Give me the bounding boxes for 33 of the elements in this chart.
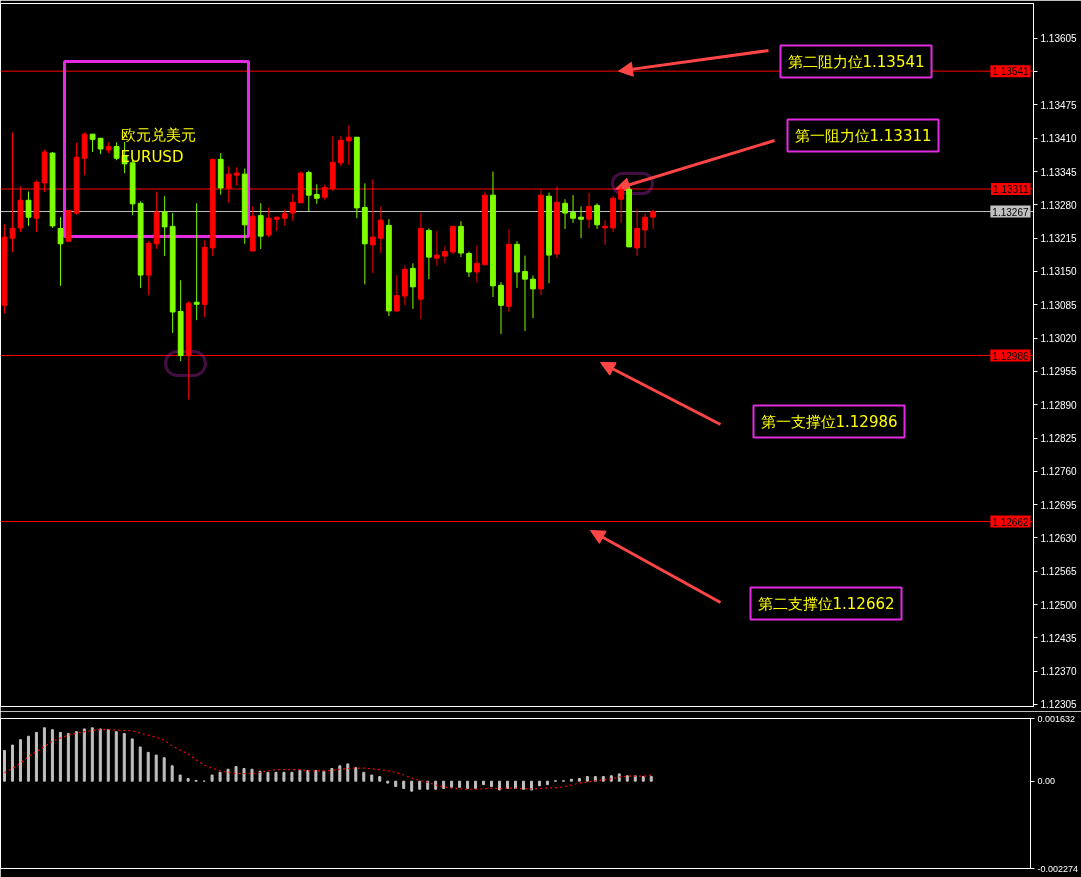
y-tick-label: 1.13085 [1040, 299, 1078, 311]
y-tick-label: 1.12890 [1040, 399, 1078, 411]
y-tick-label: 1.12565 [1040, 566, 1078, 578]
ref-line-label: 1.12662 [992, 516, 1029, 528]
ref-line-label: 1.13267 [992, 206, 1029, 218]
y-tick-label: 1.12955 [1040, 366, 1078, 378]
y-tick-label: 1.12630 [1040, 532, 1078, 544]
y-tick-label: 1.12305 [1040, 699, 1078, 711]
y-tick-label: 1.13605 [1040, 33, 1078, 45]
y-tick-label: 1.12825 [1040, 433, 1078, 445]
y-tick-label: 1.13020 [1040, 333, 1078, 345]
y-tick-label: 1.12435 [1040, 632, 1078, 644]
y-tick-label: 1.12370 [1040, 666, 1078, 678]
annotation: 第一支撑位1.12986 [760, 412, 898, 431]
annotation: 第二阻力位1.13541 [787, 52, 925, 71]
y-tick-label: -0.002274 [1037, 863, 1079, 874]
ref-line-label: 1.13541 [992, 66, 1029, 78]
y-tick-label: 0.001632 [1037, 713, 1076, 724]
y-tick-label: 1.12695 [1040, 499, 1078, 511]
text: 欧元兑美元 [120, 125, 196, 144]
annotation: 第一阻力位1.13311 [794, 126, 932, 145]
annotation: 第二支撑位1.12662 [757, 594, 895, 613]
ref-line-label: 1.13311 [993, 183, 1029, 195]
y-tick-label: 1.13345 [1040, 166, 1078, 178]
y-tick-label: 1.12500 [1040, 599, 1078, 611]
y-tick-label: 1.12760 [1040, 466, 1078, 478]
y-tick-label: 1.13475 [1040, 99, 1078, 111]
ref-line-label: 1.12986 [992, 350, 1029, 362]
y-tick-label: 1.13280 [1040, 199, 1078, 211]
y-tick-label: 1.13150 [1040, 266, 1078, 278]
y-tick-label: 1.13215 [1040, 233, 1078, 245]
y-tick-label: 0.00 [1037, 776, 1056, 787]
y-tick-label: 1.13410 [1040, 133, 1078, 145]
